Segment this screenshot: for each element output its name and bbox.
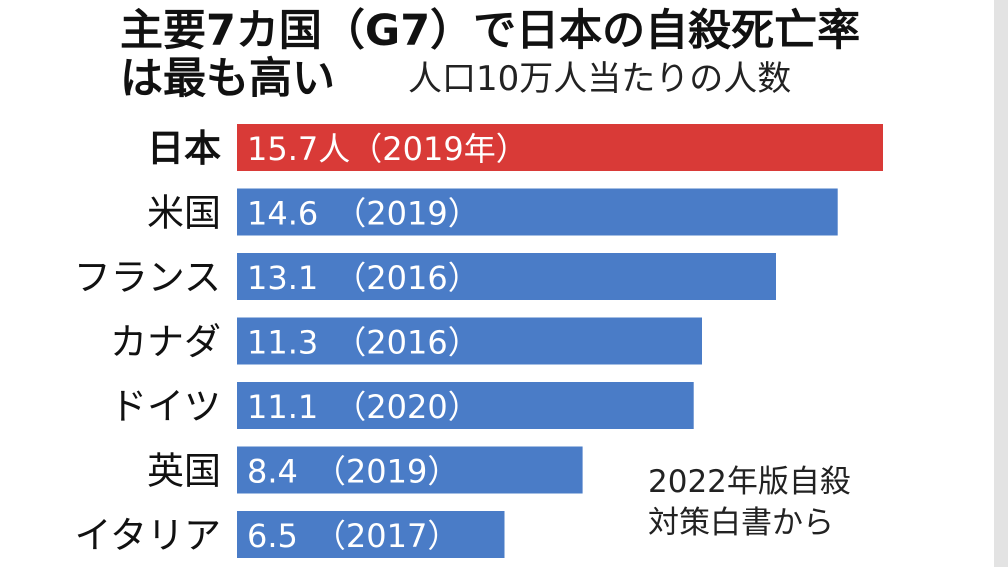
chart-subtitle: 人口10万人当たりの人数	[408, 59, 791, 99]
bar-value-label-2: 13.1 （2016）	[247, 259, 480, 297]
source-note-line-2: 対策白書から	[648, 505, 834, 541]
bar-value-label-3: 11.3 （2016）	[247, 324, 480, 362]
bar-3	[237, 317, 702, 365]
category-label-1: 米国	[147, 192, 221, 235]
bar-value-label-4: 11.1 （2020）	[247, 388, 480, 426]
category-label-4: ドイツ	[110, 385, 221, 428]
category-label-2: フランス	[74, 256, 221, 299]
category-label-5: 英国	[147, 450, 221, 493]
bar-6	[237, 511, 505, 558]
bar-5	[237, 446, 583, 494]
bar-value-label-6: 6.5 （2017）	[247, 517, 459, 555]
bar-2	[237, 253, 776, 300]
category-label-6: イタリア	[74, 514, 221, 557]
bars-group: 日本 15.7人（2019年） 米国 14.6 （2019） フランス 13.1 （201…	[74, 124, 883, 558]
bar-value-label-1: 14.6 （2019）	[247, 195, 480, 233]
category-label-3: カナダ	[110, 321, 221, 364]
screen-edge	[994, 0, 1008, 567]
chart-title-line-1: 主要7カ国（G7）で日本の自殺死亡率	[120, 6, 860, 56]
chart-title-line-2: は最も高い	[120, 54, 335, 104]
bar-value-label-5: 8.4 （2019）	[247, 453, 459, 491]
bar-0	[237, 124, 883, 171]
category-label-0: 日本	[147, 127, 221, 170]
bar-4	[237, 382, 694, 429]
bar-1	[237, 188, 838, 236]
bar-value-label-0: 15.7人（2019年）	[247, 130, 528, 168]
source-note-line-1: 2022年版自殺	[648, 464, 851, 500]
